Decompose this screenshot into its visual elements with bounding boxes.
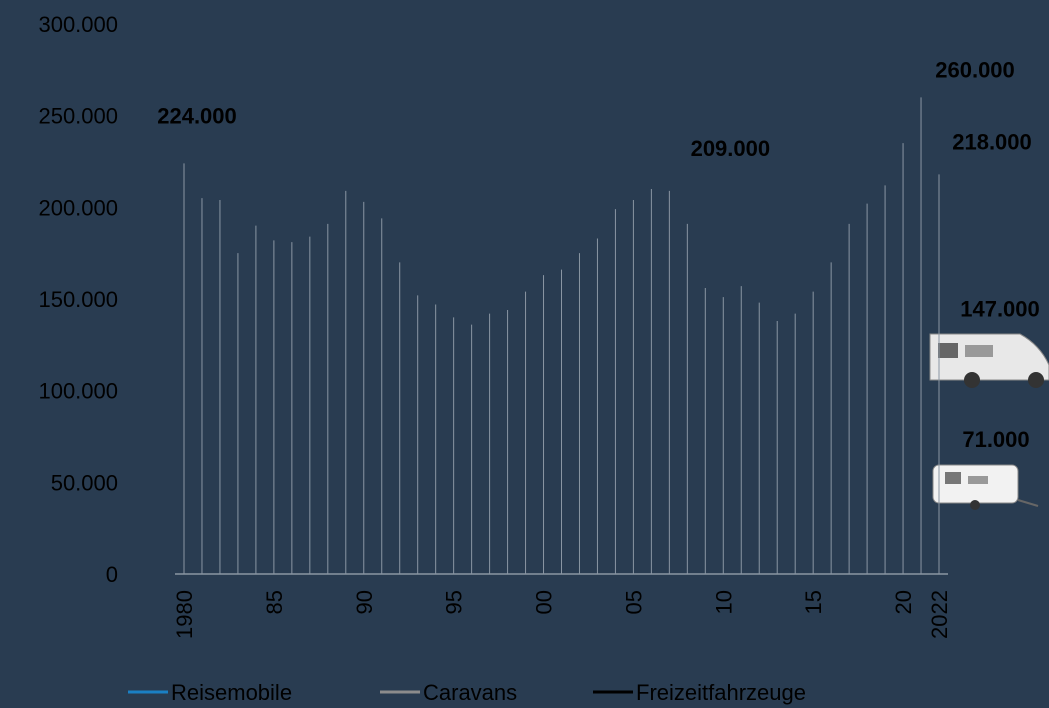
value-label: 224.000 [157,103,237,128]
value-label: 71.000 [962,427,1029,452]
y-tick-label: 250.000 [38,104,118,129]
value-label: 209.000 [691,136,771,161]
x-tick-label: 20 [891,590,916,614]
x-tick-label: 10 [711,590,736,614]
chart: 0 50.000 100.000 150.000 200.000 250.000 300.0… [0,0,1049,708]
x-tick-label: 00 [532,590,557,614]
y-tick-label: 100.000 [38,379,118,404]
y-tick-label: 200.000 [38,195,118,220]
legend-label: Freizeitfahrzeuge [636,680,806,705]
x-tick-label: 85 [262,590,287,614]
x-tick-label: 1980 [172,590,197,639]
y-tick-label: 300.000 [38,12,118,37]
y-tick-label: 150.000 [38,287,118,312]
legend-label: Reisemobile [171,680,292,705]
y-tick-label: 0 [106,562,118,587]
motorhome-icon [930,334,1049,388]
x-tick-label: 95 [442,590,467,614]
legend-label: Caravans [423,680,517,705]
y-tick-label: 50.000 [51,470,118,495]
value-label: 260.000 [935,57,1015,82]
x-tick-label: 15 [801,590,826,614]
x-tick-label: 05 [621,590,646,614]
value-label: 147.000 [960,297,1040,322]
x-tick-label: 2022 [927,590,952,639]
value-label: 218.000 [952,129,1032,154]
x-tick-label: 90 [352,590,377,614]
